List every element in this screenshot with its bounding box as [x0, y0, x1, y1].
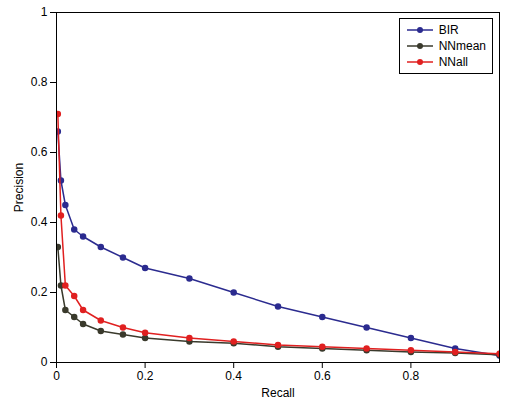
svg-text:Recall: Recall — [261, 386, 294, 400]
svg-text:0.2: 0.2 — [31, 285, 48, 299]
svg-text:1: 1 — [41, 5, 48, 19]
svg-text:0: 0 — [53, 369, 60, 383]
svg-text:0: 0 — [41, 355, 48, 369]
svg-text:0.6: 0.6 — [31, 145, 48, 159]
svg-text:0.8: 0.8 — [31, 75, 48, 89]
svg-text:Precision: Precision — [12, 163, 26, 212]
svg-text:0.2: 0.2 — [137, 369, 154, 383]
svg-text:0.4: 0.4 — [31, 215, 48, 229]
html-text:NNmean: NNmean — [438, 39, 486, 53]
svg-text:0.6: 0.6 — [314, 369, 331, 383]
svg-text:0.8: 0.8 — [403, 369, 420, 383]
svg-text:0.4: 0.4 — [225, 369, 242, 383]
html-text:BIR: BIR — [438, 23, 459, 37]
html-text:NNall: NNall — [438, 55, 468, 69]
